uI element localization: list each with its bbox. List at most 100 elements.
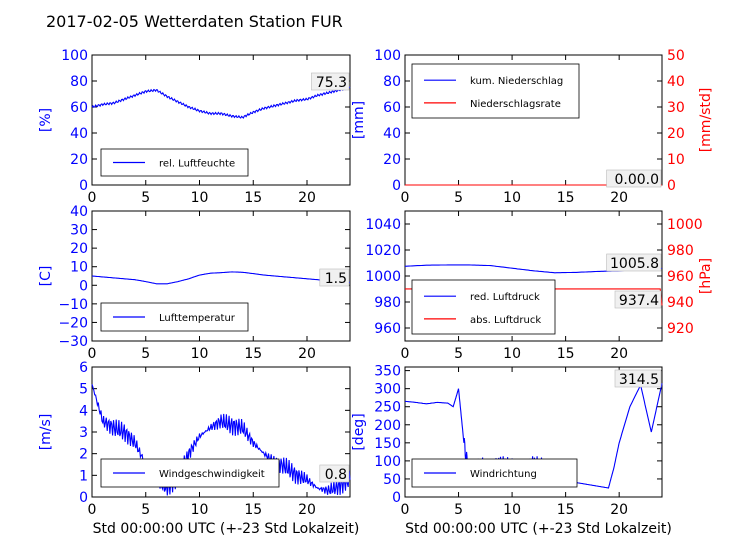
- panel-wind-speed-x-tick-label: 0: [88, 502, 97, 518]
- panel-wind-speed-y-tick-label: 4: [79, 403, 88, 419]
- panel-pressure: [404, 210, 663, 342]
- panel-wind-direction-y-tick-label: 300: [374, 382, 401, 398]
- panel-temperature-y-tick-label: −10: [58, 297, 88, 313]
- panel-wind-direction-y-tick-label: 200: [374, 418, 401, 434]
- panel-pressure-x-tick-label: 10: [503, 346, 521, 362]
- panel-precipitation-x-tick-label: 0: [401, 190, 410, 206]
- panel-pressure-y2-tick-label: 920: [667, 321, 694, 337]
- panel-wind-direction-x-tick-label: 5: [454, 502, 463, 518]
- panel-temperature-y-tick-label: 0: [79, 278, 88, 294]
- panel-wind-speed-y-tick-label: 2: [79, 447, 88, 463]
- panel-precipitation-value-box: [606, 169, 662, 188]
- panel-temperature-value-box: [319, 268, 350, 287]
- panel-wind-speed-value-label: 0.8: [325, 467, 347, 483]
- panel-precipitation-x-tick-label: 10: [503, 190, 521, 206]
- panel-pressure-y-tick-label: 1040: [365, 217, 401, 233]
- panel-humidity-x-tick-label: 20: [298, 190, 316, 206]
- panel-pressure-x-tick-label: 0: [401, 346, 410, 362]
- panel-wind-direction-x-tick-label: 10: [503, 502, 521, 518]
- panel-precipitation-y2-tick-label: 20: [667, 126, 685, 142]
- panel-humidity-y-tick-label: 20: [70, 152, 88, 168]
- panel-precipitation-y-tick-label: 100: [374, 48, 401, 64]
- panel-pressure-y2-axis-label: [hPa]: [698, 258, 714, 294]
- panel-precipitation-y2-tick-label: 10: [667, 152, 685, 168]
- panel-wind-direction-y-tick-label: 150: [374, 436, 401, 452]
- panel-wind-speed-x-axis-label: Std 00:00:00 UTC (+-23 Std Lokalzeit): [93, 521, 360, 537]
- panel-wind-speed-y-tick-label: 0: [79, 490, 88, 506]
- panel-wind-speed-y-tick-label: 3: [79, 425, 88, 441]
- panel-wind-direction-y-axis-label: [deg]: [351, 413, 367, 450]
- panel-precipitation-legend-label: Niederschlagsrate: [470, 99, 561, 110]
- panel-temperature-y-tick-label: −30: [58, 334, 88, 350]
- panel-precipitation-y2-tick-label: 50: [667, 48, 685, 64]
- panel-wind-speed-y-tick-label: 6: [79, 360, 88, 376]
- panel-humidity-series-line: [91, 85, 351, 119]
- panel-pressure-legend-label: abs. Luftdruck: [470, 315, 541, 326]
- panel-temperature: [91, 210, 351, 342]
- panel-humidity-y-tick-label: 40: [70, 126, 88, 142]
- panel-wind-direction-x-tick-label: 15: [557, 502, 575, 518]
- panel-pressure-y2-tick-label: 960: [667, 269, 694, 285]
- panel-precipitation-y2-axis-label: [mm/std]: [698, 88, 714, 153]
- page-title: 2017-02-05 Wetterdaten Station FUR: [46, 12, 343, 31]
- panel-humidity: [91, 54, 351, 186]
- panel-wind-speed-value-box: [319, 464, 350, 483]
- panel-pressure-y2-tick-label: 940: [667, 295, 694, 311]
- panel-pressure-y2-tick-label: 1000: [667, 217, 703, 233]
- panel-wind-direction-value-box: [614, 369, 662, 388]
- panel-wind-direction: [404, 366, 663, 498]
- panel-wind-speed-x-tick-label: 20: [298, 502, 316, 518]
- panel-pressure-y-tick-label: 980: [374, 295, 401, 311]
- panel-wind-direction-y-tick-label: 350: [374, 364, 401, 380]
- panel-wind-speed: [91, 366, 351, 498]
- panel-pressure-value-box: [606, 253, 662, 272]
- panel-wind-speed-x-tick-label: 15: [244, 502, 262, 518]
- panel-temperature-legend-label: Lufttemperatur: [159, 313, 236, 324]
- panel-temperature-y-tick-label: 30: [70, 223, 88, 239]
- panel-humidity-value-box: [311, 72, 350, 91]
- panel-precipitation-y-tick-label: 80: [383, 74, 401, 90]
- panel-temperature-x-tick-label: 10: [191, 346, 209, 362]
- panel-wind-direction-y-tick-label: 250: [374, 400, 401, 416]
- panel-pressure-x-tick-label: 5: [454, 346, 463, 362]
- panel-wind-direction-y-tick-label: 0: [392, 490, 401, 506]
- panel-wind-speed-series-line: [91, 384, 351, 496]
- panel-precipitation-y-axis-label: [mm]: [351, 101, 367, 139]
- panel-precipitation-x-tick-label: 5: [454, 190, 463, 206]
- panel-humidity-y-tick-label: 0: [79, 178, 88, 194]
- panel-precipitation-y-tick-label: 40: [383, 126, 401, 142]
- panel-precipitation-legend-box: [411, 63, 580, 119]
- panel-temperature-y-axis-label: [C]: [38, 266, 54, 287]
- panel-wind-direction-x-tick-label: 20: [610, 502, 628, 518]
- panel-temperature-series-line: [91, 271, 351, 285]
- panel-precipitation-y2-tick-label: 40: [667, 74, 685, 90]
- panel-pressure-legend-box: [411, 279, 556, 335]
- panel-precipitation-y-tick-label: 60: [383, 100, 401, 116]
- panel-humidity-x-tick-label: 10: [191, 190, 209, 206]
- panel-wind-speed-y-tick-label: 1: [79, 468, 88, 484]
- panel-precipitation-x-tick-label: 20: [610, 190, 628, 206]
- panel-precipitation-y2-tick-label: 30: [667, 100, 685, 116]
- panel-precipitation-value-label: 0.00.0: [614, 172, 659, 188]
- panel-temperature-x-tick-label: 5: [141, 346, 150, 362]
- panel-humidity-y-tick-label: 80: [70, 74, 88, 90]
- panel-wind-direction-y-tick-label: 50: [383, 472, 401, 488]
- panel-wind-speed-y-axis-label: [m/s]: [38, 414, 54, 451]
- panel-precipitation-y-tick-label: 20: [383, 152, 401, 168]
- panel-wind-direction-legend-label: Windrichtung: [470, 469, 537, 480]
- panel-humidity-y-tick-label: 100: [61, 48, 88, 64]
- panel-humidity-x-tick-label: 0: [88, 190, 97, 206]
- panel-temperature-x-tick-label: 15: [244, 346, 262, 362]
- panel-pressure-value-label: 937.4: [619, 293, 659, 309]
- panel-temperature-y-tick-label: 10: [70, 260, 88, 276]
- panel-pressure-y-tick-label: 1020: [365, 243, 401, 259]
- panel-temperature-y-tick-label: −20: [58, 315, 88, 331]
- panel-wind-direction-value-label: 314.5: [619, 372, 659, 388]
- panel-precipitation-legend-label: kum. Niederschlag: [470, 76, 563, 87]
- panel-wind-direction-frame: [404, 366, 663, 498]
- panel-humidity-frame: [91, 54, 351, 186]
- panel-pressure-y2-tick-label: 980: [667, 243, 694, 259]
- panel-pressure-y-tick-label: 960: [374, 321, 401, 337]
- panel-pressure-legend-label: red. Luftdruck: [470, 292, 540, 303]
